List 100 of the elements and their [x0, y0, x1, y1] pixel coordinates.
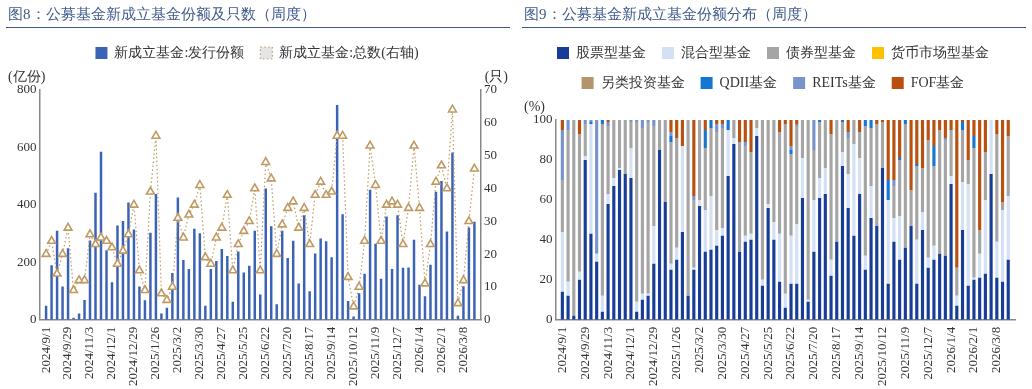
bar: [892, 185, 896, 218]
bar: [995, 133, 999, 242]
bar: [983, 120, 987, 152]
bar: [629, 147, 633, 178]
bar: [738, 251, 742, 320]
bar: [869, 127, 873, 186]
bar: [898, 120, 902, 158]
bar: [566, 281, 570, 296]
bar: [898, 215, 902, 260]
bar: [675, 120, 679, 138]
bar: [600, 295, 604, 312]
bar: [840, 151, 845, 166]
bar: [726, 175, 730, 320]
bar: [898, 157, 902, 160]
bar: [697, 120, 702, 200]
bar: [600, 120, 604, 124]
bar: [903, 120, 907, 124]
bar: [657, 149, 662, 320]
legend-label: 混合型基金: [681, 44, 751, 60]
bar: [892, 217, 896, 242]
bar: [732, 137, 736, 144]
bar: [778, 281, 782, 320]
bar: [978, 229, 982, 254]
bar: [920, 120, 925, 168]
bar: [204, 305, 207, 320]
x-tick-label: 2025/8/17: [301, 326, 317, 380]
bar: [749, 120, 753, 152]
bar: [943, 120, 947, 138]
bar: [829, 133, 833, 260]
bar: [652, 125, 656, 226]
bar: [640, 127, 644, 294]
bar: [330, 257, 333, 320]
bar: [640, 299, 644, 320]
bar: [560, 129, 564, 180]
bar: [572, 120, 576, 316]
x-tick-label: 2025/1/26: [147, 326, 163, 380]
bar: [669, 263, 673, 270]
bar: [692, 120, 696, 196]
legend-label: 股票型基金: [576, 44, 646, 60]
y-tick-label: 400: [17, 196, 37, 212]
bar: [818, 177, 822, 198]
bar: [772, 221, 776, 240]
bar: [612, 177, 616, 186]
bar: [652, 263, 656, 320]
y-tick-label: 40: [539, 231, 553, 247]
x-tick-label: 2026/1/4: [410, 326, 426, 374]
bar: [182, 260, 185, 320]
bar: [720, 124, 724, 128]
bar: [675, 247, 679, 260]
x-tick-label: 2024/11/3: [81, 326, 97, 380]
bar: [680, 231, 684, 320]
bar: [732, 143, 736, 320]
bar: [560, 179, 564, 232]
bar: [812, 199, 816, 252]
bar: [898, 259, 902, 320]
bar: [789, 235, 793, 284]
x-tick-label: 2026/2/1: [432, 326, 448, 374]
x-tick-label: 2024/11/3: [599, 326, 615, 380]
bar: [795, 120, 799, 124]
bar: [675, 259, 679, 320]
x-tick-label: 2024/12/29: [645, 326, 661, 387]
bar: [1000, 281, 1005, 320]
bar: [909, 189, 913, 226]
bar: [286, 258, 289, 320]
bar: [892, 179, 896, 186]
bar: [709, 127, 713, 196]
bar: [105, 250, 108, 320]
bar: [732, 120, 736, 138]
bar: [978, 120, 982, 230]
bar: [778, 131, 782, 234]
x-tick-label: 2025/10/12: [873, 326, 889, 387]
bar: [629, 122, 633, 148]
bar: [783, 293, 787, 308]
bar: [795, 283, 799, 320]
bar: [692, 195, 696, 200]
bar: [989, 173, 993, 320]
bar: [812, 120, 816, 150]
bar: [657, 120, 662, 150]
bar: [766, 203, 770, 208]
bar: [617, 169, 622, 320]
x-tick-label: 2025/6/22: [782, 326, 798, 380]
bar: [938, 129, 942, 254]
bar: [863, 269, 867, 320]
bar: [778, 120, 782, 132]
bar: [1006, 195, 1010, 260]
bar: [915, 165, 919, 240]
y2-tick-label: 0: [484, 311, 491, 327]
x-tick-label: 2025/8/17: [828, 326, 844, 380]
bar: [652, 225, 656, 264]
bar: [755, 120, 759, 128]
bar: [715, 245, 719, 320]
bar: [983, 199, 987, 274]
bar: [566, 120, 570, 130]
bar: [629, 177, 633, 320]
bar: [577, 133, 582, 272]
bar: [829, 259, 833, 276]
bar: [920, 167, 925, 212]
bar: [680, 120, 684, 146]
bar: [760, 279, 765, 286]
bar: [806, 299, 810, 302]
